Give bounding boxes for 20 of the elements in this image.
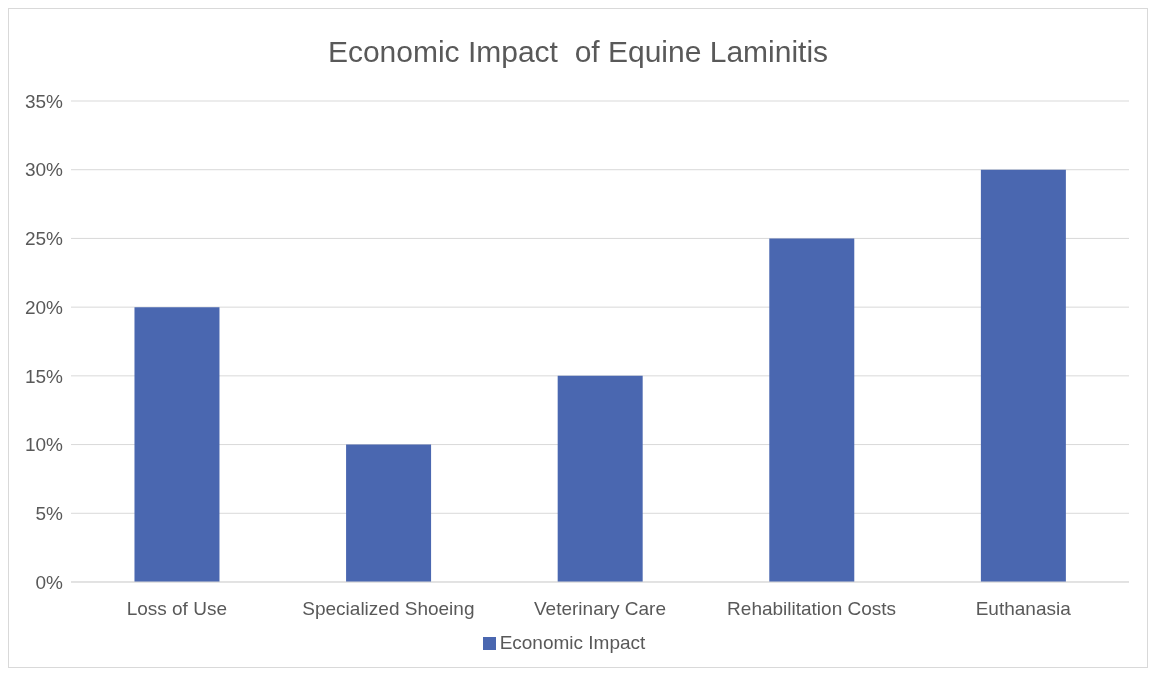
bar bbox=[769, 238, 855, 582]
y-tick-label: 20% bbox=[24, 296, 64, 318]
y-tick-label: 5% bbox=[35, 503, 64, 525]
x-tick-label: Euthanasia bbox=[975, 598, 1072, 620]
x-tick-label: Loss of Use bbox=[126, 598, 227, 620]
x-tick-label: Rehabilitation Costs bbox=[727, 598, 897, 620]
y-tick-label: 15% bbox=[24, 365, 64, 387]
bar bbox=[980, 169, 1066, 582]
y-tick-label: 10% bbox=[24, 434, 64, 456]
legend-label: Economic Impact bbox=[499, 632, 646, 653]
x-tick-label: Veterinary Care bbox=[533, 598, 667, 620]
y-tick-label: 35% bbox=[24, 90, 64, 112]
bar bbox=[134, 307, 220, 582]
x-tick-label: Specialized Shoeing bbox=[302, 598, 475, 620]
y-tick-label: 0% bbox=[35, 571, 64, 593]
bar bbox=[557, 375, 643, 582]
bar bbox=[346, 444, 432, 582]
y-tick-label: 25% bbox=[24, 228, 64, 250]
y-tick-label: 30% bbox=[24, 159, 64, 181]
chart-title: Economic Impact of Equine Laminitis bbox=[326, 35, 830, 69]
